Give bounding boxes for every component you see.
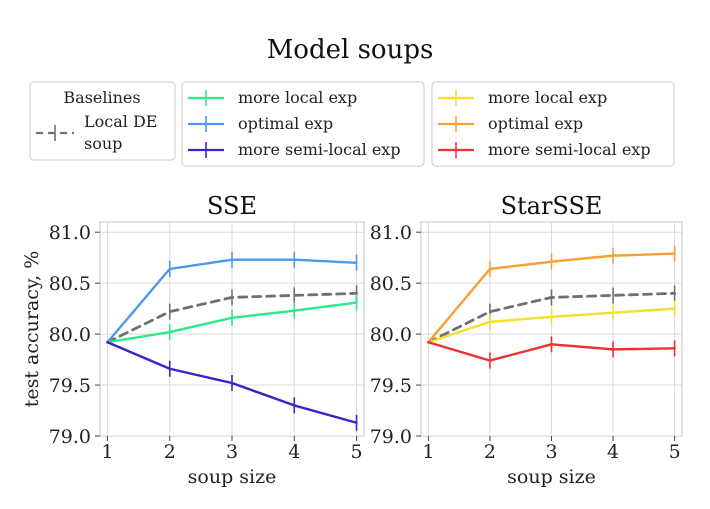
legend-sse-methods: more local exp optimal exp more semi-local… (181, 81, 425, 167)
starsse-series-0 (426, 285, 677, 344)
sse-xtick-0: 1 (101, 441, 113, 463)
starsse-ytick-4: 81.0 (370, 222, 412, 244)
legend-starsse-methods: more local exp optimal exp more semi-local… (431, 81, 675, 167)
sse-xtick-3: 4 (288, 441, 300, 463)
sse-ytick-3: 80.5 (49, 273, 91, 295)
panel-sse: 79.0 79.5 80.0 80.5 81.0 1 2 3 4 5 SSE soup size tes… (21, 192, 365, 488)
sse-series-1 (106, 294, 358, 344)
legend-local-de-label-line1: Local DE (84, 112, 157, 131)
legend-baselines-heading: Baselines (63, 88, 140, 107)
starsse-xlabel: soup size (507, 466, 596, 488)
sse-title: SSE (207, 192, 257, 220)
starsse-xtick-2: 3 (545, 441, 557, 463)
starsse-xtick-1: 2 (484, 441, 496, 463)
sse-xtick-1: 2 (164, 441, 176, 463)
starsse-xtick-4: 5 (669, 441, 681, 463)
sse-xlabel: soup size (188, 466, 277, 488)
starsse-ytick-0: 79.0 (370, 426, 412, 448)
legend-baselines: Baselines Local DE soup (29, 81, 176, 161)
starsse-title: StarSSE (501, 192, 603, 220)
sse-series-2 (106, 251, 358, 344)
legend-starsse-frame (431, 81, 675, 167)
legend-starsse-label-0: more local exp (488, 88, 607, 107)
sse-series-3 (106, 341, 358, 431)
legend-local-de-label-line2: soup (84, 134, 122, 153)
starsse-ytick-2: 80.0 (370, 324, 412, 346)
legend-sse-frame (181, 81, 425, 167)
sse-ytick-2: 80.0 (49, 324, 91, 346)
legend-sse-label-2: more semi-local exp (238, 140, 401, 159)
sse-ylabel: test accuracy, % (21, 251, 43, 408)
sse-ytick-1: 79.5 (49, 375, 91, 397)
sse-xtick-2: 3 (226, 441, 238, 463)
sse-ytick-4: 81.0 (49, 222, 91, 244)
legend-baselines-frame (29, 81, 176, 161)
sse-xtick-4: 5 (350, 441, 362, 463)
starsse-series-1 (427, 300, 676, 344)
starsse-xtick-3: 4 (607, 441, 619, 463)
figure-title: Model soups (267, 35, 434, 65)
sse-ytick-0: 79.0 (49, 426, 91, 448)
starsse-xtick-0: 1 (422, 441, 434, 463)
starsse-ytick-1: 79.5 (370, 375, 412, 397)
starsse-series-2 (427, 245, 676, 344)
starsse-ytick-3: 80.5 (370, 273, 412, 295)
legend-sse-label-1: optimal exp (238, 114, 333, 133)
legend-starsse-label-2: more semi-local exp (488, 140, 651, 159)
legend-sse-label-0: more local exp (238, 88, 357, 107)
panel-starsse: 79.0 79.5 80.0 80.5 81.0 1 2 3 4 5 StarSSE soup siz… (370, 192, 683, 488)
legend-starsse-label-1: optimal exp (488, 114, 583, 133)
starsse-series-3 (427, 336, 676, 369)
